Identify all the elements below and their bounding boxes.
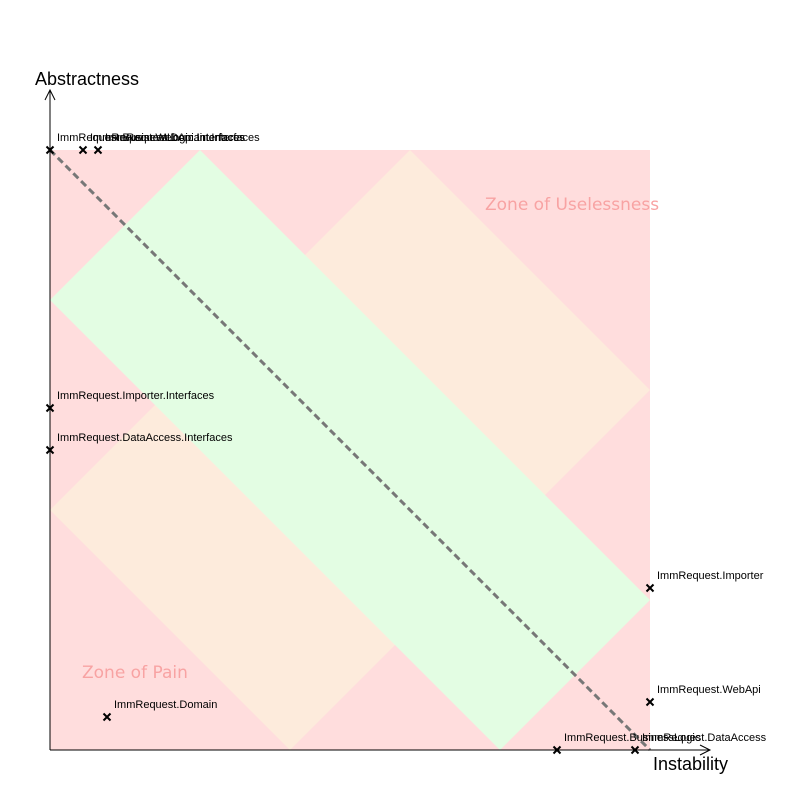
data-point: ImmRequest.WebApi — [645, 684, 761, 707]
y-axis-title: Abstractness — [35, 69, 139, 89]
y-axis-arrowhead — [44, 88, 56, 101]
data-point: ImmRequest.Importer.Interfaces — [45, 390, 215, 413]
x-axis-title: Instability — [653, 754, 728, 774]
point-label: ImmRequest.DataAccess — [642, 732, 767, 744]
point-marker — [45, 445, 55, 455]
point-label: ImmRequest.DataAccess.Interfaces — [57, 432, 233, 444]
data-point: ImmRequest.BusinessLogic — [552, 732, 701, 755]
point-label: ImmRequest.WebApi — [657, 684, 761, 696]
data-point: ImmRequest.BusinessLogic.Interfaces — [45, 132, 245, 155]
point-label: ImmRequest.BusinessLogic.Interfaces — [57, 132, 245, 144]
point-marker — [552, 745, 562, 755]
data-point: ImmRequest.DataAccess — [630, 732, 767, 755]
data-point: ImmRequest.WebApi.Interfaces — [78, 132, 246, 155]
data-point: ImmRequest.Importer — [645, 570, 764, 593]
data-point: ImmRequest.Domain — [102, 699, 217, 722]
axes — [44, 88, 712, 756]
point-marker — [645, 697, 655, 707]
point-marker — [645, 583, 655, 593]
point-label: ImmRequest.WebApi.Interfaces — [90, 132, 246, 144]
point-marker — [630, 745, 640, 755]
point-label: ImmRequest.Importer.Interfaces — [57, 390, 215, 402]
point-label: ImmRequest.BusinessLogic — [564, 732, 701, 744]
data-point: ImmRequest.Domain.Interfaces — [93, 132, 260, 155]
point-label: ImmRequest.Domain.Interfaces — [105, 132, 260, 144]
zone-of-uselessness-label: Zone of Uselessness — [485, 195, 659, 215]
point-marker — [45, 145, 55, 155]
data-point: ImmRequest.DataAccess.Interfaces — [45, 432, 233, 455]
zone-of-pain-label: Zone of Pain — [82, 663, 188, 683]
data-points: ImmRequest.Importer.Interfaces ImmRequest… — [45, 132, 767, 755]
point-label: ImmRequest.Importer — [657, 570, 764, 582]
main-sequence-line — [48, 148, 652, 752]
point-marker — [93, 145, 103, 155]
point-marker — [102, 712, 112, 722]
point-marker — [45, 403, 55, 413]
x-axis-arrowhead — [699, 744, 712, 756]
point-marker — [78, 145, 88, 155]
point-label: ImmRequest.Domain — [114, 699, 217, 711]
